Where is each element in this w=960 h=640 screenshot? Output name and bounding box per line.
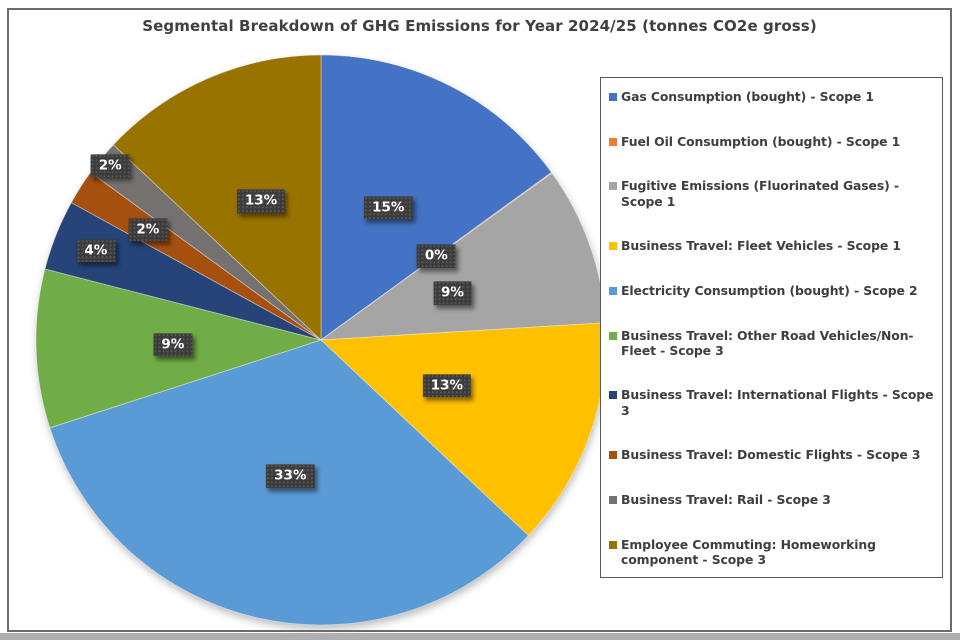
legend-marker-icon (609, 331, 617, 340)
legend-item-1[interactable]: Gas Consumption (bought) - Scope 1 (609, 89, 937, 104)
legend-marker-icon (609, 451, 617, 460)
pie-slice-percent-label[interactable]: 9% (433, 281, 472, 305)
legend-item-label: Fuel Oil Consumption (bought) - Scope 1 (621, 133, 901, 149)
legend-item-label: Business Travel: Domestic Flights - Scop… (621, 447, 921, 463)
legend-marker-icon (609, 540, 617, 549)
pie-slice-percent-label[interactable]: 33% (266, 464, 315, 488)
legend-item-3[interactable]: Fugitive Emissions (Fluorinated Gases) -… (609, 178, 937, 209)
pie-slice-8[interactable] (70, 171, 322, 341)
legend-item-4[interactable]: Business Travel: Fleet Vehicles - Scope … (609, 238, 937, 253)
pie-slice-percent-label[interactable]: 13% (422, 373, 472, 398)
pie-slice-10[interactable] (112, 54, 322, 341)
legend-item-label: Business Travel: Other Road Vehicles/Non… (621, 327, 914, 358)
pie-slice-7[interactable] (44, 202, 322, 341)
chart-title[interactable]: Segmental Breakdown of GHG Emissions for… (142, 17, 817, 35)
legend-item-label: Business Travel: Fleet Vehicles - Scope … (621, 238, 901, 254)
legend-item-label: Fugitive Emissions (Fluorinated Gases) -… (621, 178, 899, 209)
legend-item-label: Electricity Consumption (bought) - Scope… (621, 282, 918, 298)
legend-item-2[interactable]: Fuel Oil Consumption (bought) - Scope 1 (609, 134, 937, 149)
legend-item-label: Gas Consumption (bought) - Scope 1 (621, 89, 874, 104)
bottom-edge-strip (0, 633, 960, 640)
pie-slice-percent-label[interactable]: 0% (416, 244, 456, 269)
legend-item-10[interactable]: Employee Commuting: Homeworking componen… (609, 537, 937, 567)
pie-slice-percent-label[interactable]: 9% (153, 332, 193, 357)
pie-slice-percent-label[interactable]: 2% (90, 153, 130, 178)
legend-item-label: Business Travel: Rail - Scope 3 (621, 492, 831, 507)
legend-marker-icon (609, 391, 617, 400)
legend-marker-icon (609, 137, 617, 146)
legend-marker-icon (609, 182, 617, 191)
legend-item-6[interactable]: Business Travel: Other Road Vehicles/Non… (609, 328, 937, 358)
chart-legend: Gas Consumption (bought) - Scope 1 Fuel O… (600, 77, 943, 578)
pie-slice-1[interactable] (320, 54, 553, 341)
pie-slice-percent-label[interactable]: 15% (364, 196, 413, 220)
legend-marker-icon (609, 286, 617, 295)
legend-item-label: Employee Commuting: Homeworking componen… (621, 536, 876, 567)
legend-item-9[interactable]: Business Travel: Rail - Scope 3 (609, 492, 937, 507)
pie-slice-percent-label[interactable]: 4% (76, 238, 116, 263)
legend-item-label: Business Travel: International Flights -… (621, 387, 934, 418)
legend-marker-icon (609, 242, 617, 251)
legend-marker-icon (609, 93, 617, 101)
pie-slice-percent-label[interactable]: 2% (128, 218, 168, 242)
pie-slice-percent-label[interactable]: 13% (236, 189, 286, 214)
legend-item-5[interactable]: Electricity Consumption (bought) - Scope… (609, 283, 937, 298)
legend-item-8[interactable]: Business Travel: Domestic Flights - Scop… (609, 447, 937, 462)
legend-marker-icon (609, 496, 617, 504)
legend-item-7[interactable]: Business Travel: International Flights -… (609, 387, 937, 418)
